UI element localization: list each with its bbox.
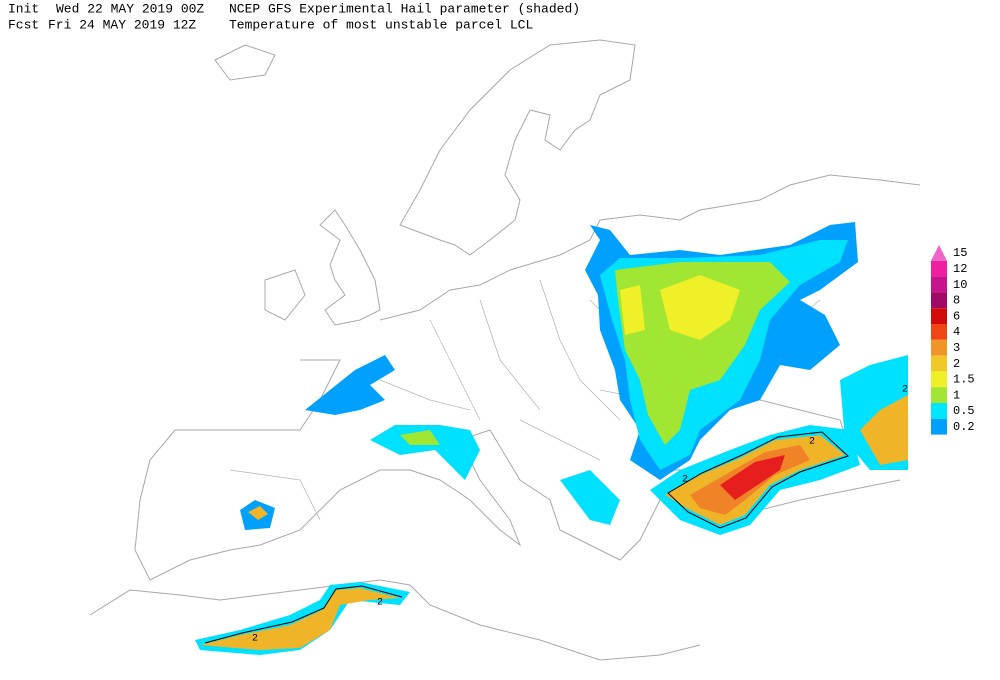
legend-label: 1 [953, 388, 960, 402]
iceland-coast [214, 44, 276, 81]
legend-swatch [931, 324, 947, 340]
legend-label: 12 [953, 262, 967, 276]
legend-triangle [931, 245, 947, 261]
legend-swatch [931, 355, 947, 372]
legend-label: 6 [953, 309, 960, 323]
legend-swatch [931, 292, 947, 309]
britain-coast [319, 209, 381, 326]
fcst-date: Fri 24 MAY 2019 12Z [48, 17, 196, 32]
continent-coast [134, 174, 921, 581]
legend-swatch [931, 276, 947, 293]
legend: 15 12 10 86 4 3 2 1.51 0.5 0.2 [931, 245, 975, 435]
spain-area-3 [248, 506, 268, 520]
legend-label: 2 [953, 357, 960, 371]
legend-swatch [931, 371, 947, 388]
contour-label: 2 [902, 385, 908, 396]
russia-area-1.5 [615, 262, 790, 445]
legend-label: 0.2 [953, 420, 975, 434]
balkans-area [560, 470, 620, 525]
hail-shading [195, 222, 908, 655]
init-date: Wed 22 MAY 2019 00Z [56, 1, 204, 16]
contour-label: 2 [252, 634, 258, 645]
legend-label: 8 [953, 294, 960, 308]
legend-label: 4 [953, 325, 960, 339]
legend-label: 3 [953, 341, 960, 355]
legend-swatch [931, 339, 947, 356]
contour-label: 2 [377, 598, 383, 609]
contour-labels: 2 2 2 2 2 [252, 385, 908, 645]
main-field: NCEP GFS Experimental Hail parameter (sh… [229, 1, 580, 16]
russia-area-2b [620, 285, 645, 335]
contour-field: Temperature of most unstable parcel LCL [229, 17, 533, 32]
legend-swatch [931, 418, 947, 435]
africa-contour [204, 585, 403, 644]
alps-area [305, 355, 395, 415]
contour-label: 2 [682, 475, 688, 486]
legend-swatch [931, 403, 947, 419]
contour-label: 2 [809, 437, 815, 448]
russia-area-2 [660, 275, 740, 340]
legend-label: 1.5 [953, 373, 975, 387]
africa-area-3 [200, 588, 400, 650]
legend-swatch [931, 308, 947, 324]
turkey-contour [667, 431, 849, 529]
legend-label: 10 [953, 278, 967, 292]
fcst-label: Fcst [8, 17, 39, 32]
ireland-coast [264, 269, 306, 321]
italy-area-1.5 [400, 430, 440, 445]
legend-label: 15 [953, 246, 967, 260]
legend-label: 0.5 [953, 404, 975, 418]
legend-swatch [931, 387, 947, 403]
scandinavia-coast [399, 39, 636, 256]
africa-coast [89, 579, 701, 661]
italy-area [370, 425, 480, 480]
caucasus-area-3 [860, 395, 908, 465]
legend-swatch [931, 260, 947, 277]
turkey-area-6 [720, 455, 785, 500]
init-label: Init [8, 1, 39, 16]
